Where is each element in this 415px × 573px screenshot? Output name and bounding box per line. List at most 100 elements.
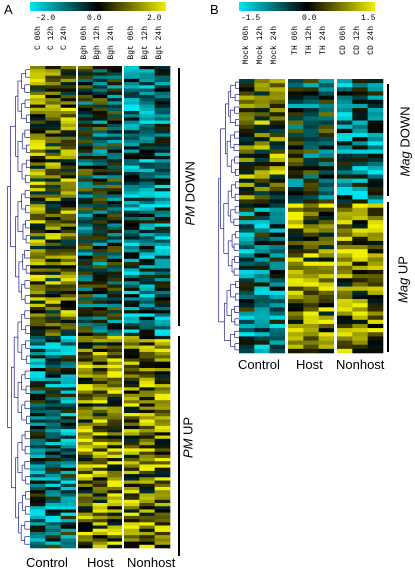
panel-a-heatmap-cell xyxy=(139,262,155,266)
panel-a-heatmap-cell xyxy=(78,194,93,199)
panel-b-heatmap-cell xyxy=(352,141,368,146)
panel-b-heatmap-cell xyxy=(367,299,384,304)
panel-a-heatmap-cell xyxy=(139,223,155,227)
panel-a-heatmap-cell xyxy=(154,332,171,337)
panel-a-heatmap-cell xyxy=(124,464,140,468)
panel-b-heatmap-cell xyxy=(303,249,319,254)
panel-a-heatmap-cell xyxy=(45,245,61,250)
panel-a-heatmap-cell xyxy=(78,75,93,80)
panel-b-heatmap-cell xyxy=(367,166,384,171)
panel-a-heatmap-cell xyxy=(30,229,46,234)
panel-a-heatmap-cell xyxy=(30,474,46,478)
panel-b-heatmap-cell xyxy=(352,145,368,150)
panel-b-heatmap-cell xyxy=(288,323,304,329)
panel-b-heatmap-cell xyxy=(239,103,255,109)
panel-b-heatmap-cell xyxy=(303,95,319,101)
panel-a-heatmap-cell xyxy=(78,290,93,295)
panel-a-heatmap-cell xyxy=(45,528,61,533)
panel-b-heatmap-cell xyxy=(367,323,384,329)
panel-a-heatmap-cell xyxy=(78,168,93,173)
panel-a-heatmap-cell xyxy=(60,390,77,395)
panel-a-heatmap-cell xyxy=(139,506,155,510)
panel-a-heatmap-cell xyxy=(139,110,155,115)
panel-a-heatmap-cell xyxy=(60,149,77,154)
panel-a-heatmap-cell xyxy=(92,181,108,186)
panel-a-heatmap-cell xyxy=(107,326,123,330)
panel-b-heatmap-cell xyxy=(269,137,286,142)
panel-a-heatmap-cell xyxy=(60,188,77,192)
panel-b-heatmap-cell xyxy=(254,232,270,238)
panel-b-heatmap-cell xyxy=(352,79,368,84)
panel-a-heatmap-cell xyxy=(60,531,77,536)
panel-a-heatmap-cell xyxy=(30,329,46,334)
panel-a-heatmap-cell xyxy=(154,159,171,163)
panel-b-heatmap-cell xyxy=(303,203,319,208)
panel-a-heatmap-cell xyxy=(107,217,123,221)
panel-a-heatmap-cell xyxy=(45,200,61,205)
panel-a-heatmap-cell xyxy=(154,175,171,179)
panel-a-heatmap-cell xyxy=(107,429,123,433)
panel-a-heatmap-cell xyxy=(30,425,46,430)
panel-b-heatmap-cell xyxy=(239,178,255,184)
panel-b-heatmap-cell xyxy=(269,319,286,325)
panel-a-heatmap-cell xyxy=(107,268,123,272)
panel-a-heatmap-cell xyxy=(60,297,77,301)
panel-a-heatmap-cell xyxy=(139,107,155,112)
panel-b-heatmap-cell xyxy=(254,141,270,146)
panel-a-heatmap-cell xyxy=(92,159,108,163)
panel-a-heatmap-cell xyxy=(92,387,108,391)
panel-b-heatmap-cell xyxy=(303,87,319,92)
panel-a-heatmap-cell xyxy=(92,136,108,141)
panel-b-heatmap-cell xyxy=(254,257,270,262)
panel-b-heatmap-cell xyxy=(318,83,335,88)
panel-b-heatmap-cell xyxy=(352,257,368,262)
panel-a-heatmap-cell xyxy=(124,371,140,375)
panel-a-heatmap-cell xyxy=(45,300,61,305)
panel-a-heatmap-cell xyxy=(154,329,171,334)
panel-b-heatmap-cell xyxy=(303,211,319,217)
panel-a-heatmap-cell xyxy=(30,220,46,224)
panel-a-heatmap-cell xyxy=(45,474,61,478)
panel-a-heatmap-cell xyxy=(45,307,61,311)
panel-a-heatmap-cell xyxy=(139,358,155,362)
panel-a-heatmap-cell xyxy=(139,165,155,170)
panel-a-heatmap-cell xyxy=(107,329,123,334)
panel-b-heatmap-cell xyxy=(288,282,304,287)
panel-a-heatmap-cell xyxy=(45,82,61,86)
panel-b-heatmap-cell xyxy=(269,191,286,196)
panel-b-heatmap-cell xyxy=(303,128,319,134)
panel-a-heatmap-cell xyxy=(139,525,155,530)
panel-a-heatmap-cell xyxy=(78,107,93,112)
panel-a-heatmap-cell xyxy=(154,535,171,539)
panel-a-heatmap-cell xyxy=(139,342,155,346)
panel-a-heatmap-cell xyxy=(92,339,108,343)
panel-a-heatmap-cell xyxy=(45,486,61,491)
panel-a-heatmap-cell xyxy=(92,393,108,398)
panel-a-heatmap-cell xyxy=(107,101,123,105)
panel-a-heatmap-cell xyxy=(78,345,93,350)
panel-a-heatmap-cell xyxy=(107,155,123,160)
panel-a-heatmap-cell xyxy=(92,454,108,459)
panel-a-heatmap-cell xyxy=(124,294,140,298)
panel-a-heatmap-cell xyxy=(154,294,171,298)
panel-b-heatmap-cell xyxy=(367,141,384,146)
panel-a-heatmap-cell xyxy=(45,303,61,308)
panel-a-heatmap-cell xyxy=(92,496,108,501)
panel-a-down-bracket xyxy=(178,68,180,326)
panel-a-heatmap-cell xyxy=(107,297,123,301)
panel-a-heatmap-cell xyxy=(154,512,171,517)
panel-b-heatmap-cell xyxy=(239,319,255,325)
panel-a-heatmap-cell xyxy=(139,461,155,465)
panel-b-heatmap-cell xyxy=(367,170,384,175)
panel-a-heatmap-cell xyxy=(60,509,77,513)
panel-b-heatmap-cell xyxy=(318,232,335,238)
panel-a-heatmap-cell xyxy=(139,117,155,121)
panel-a-heatmap-cell xyxy=(139,486,155,491)
panel-a-heatmap-cell xyxy=(124,503,140,507)
panel-b-heatmap-cell xyxy=(239,83,255,88)
panel-b-heatmap-cell xyxy=(288,170,304,175)
panel-a-heatmap-cell xyxy=(45,104,61,109)
panel-a-heatmap-cell xyxy=(154,480,171,485)
panel-a-heatmap-cell xyxy=(139,403,155,407)
